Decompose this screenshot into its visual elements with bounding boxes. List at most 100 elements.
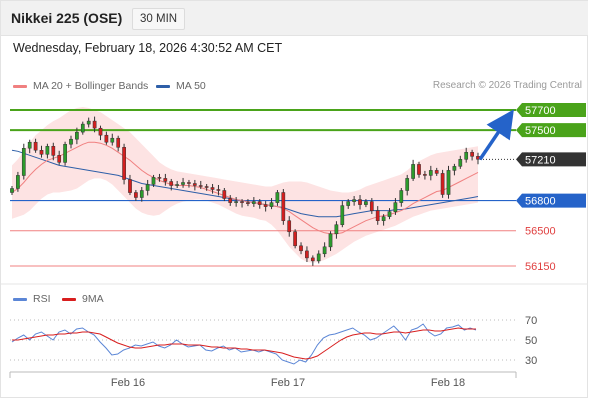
candle-body: [240, 201, 244, 203]
candle-body: [299, 245, 303, 252]
legend-9ma: 9MA: [62, 293, 104, 305]
candle-body: [10, 188, 14, 193]
period-selector[interactable]: 30 MIN: [132, 8, 186, 30]
rsi-tick-label: 70: [525, 315, 537, 327]
header-bar: Nikkei 225 (OSE) 30 MIN: [1, 1, 588, 36]
level-tag-57210: [516, 152, 586, 167]
candle-body: [340, 205, 345, 225]
candle-body: [198, 185, 203, 187]
candle-body: [39, 150, 44, 155]
candle-body: [128, 179, 132, 193]
candle-body: [92, 120, 97, 129]
candle-body: [464, 152, 469, 160]
candle-body: [116, 137, 121, 148]
candle-body: [393, 202, 398, 212]
candle-body: [145, 184, 150, 191]
level-tag-57700: [516, 103, 586, 118]
candle-body: [322, 246, 327, 255]
candle-body: [27, 141, 32, 149]
legend-swatch-rsi: [13, 297, 27, 301]
level-label-56800: 56800: [525, 196, 556, 208]
level-tag-57500: [516, 123, 586, 138]
candle-body: [175, 184, 179, 186]
candle-body: [222, 190, 227, 199]
candle-body: [281, 192, 286, 221]
legend-ma20-bollinger: MA 20 + Bollinger Bands: [13, 80, 148, 92]
rsi-tick-label: 30: [525, 355, 537, 367]
candle-body: [45, 146, 50, 155]
level-label-57700: 57700: [525, 105, 556, 117]
candle-body: [57, 155, 62, 163]
candle-body: [110, 137, 115, 143]
candle-body: [16, 175, 20, 189]
rsi-tick-label: 50: [525, 335, 537, 347]
candle-body: [51, 146, 56, 156]
candle-body: [275, 192, 280, 203]
candle-body: [216, 189, 221, 191]
candle-body: [151, 177, 156, 185]
candle-body: [358, 199, 362, 205]
research-credit: Research © 2026 Trading Central: [432, 80, 582, 91]
candle-body: [369, 201, 374, 211]
legend-ma50: MA 50: [156, 80, 206, 92]
level-label-56500: 56500: [525, 226, 556, 238]
legend-rsi: RSI: [13, 293, 51, 305]
candle-body: [257, 201, 262, 205]
candle-body: [423, 174, 427, 176]
candle-body: [352, 199, 356, 202]
rsi-9ma-line: [12, 327, 476, 360]
x-tick-label: Feb 16: [111, 377, 145, 389]
legend-swatch-9ma: [62, 297, 76, 301]
candle-body: [399, 190, 404, 203]
candle-body: [287, 220, 292, 233]
candle-body: [210, 187, 215, 190]
candle-body: [411, 164, 415, 179]
timestamp: Wednesday, February 18, 2026 4:30:52 AM …: [13, 41, 283, 55]
legend-swatch-ma20: [13, 84, 27, 88]
level-tag-56800: [516, 193, 586, 208]
instrument-title: Nikkei 225 (OSE): [11, 10, 123, 26]
candle-body: [446, 170, 451, 195]
candle-body: [269, 202, 274, 207]
candle-body: [263, 204, 268, 207]
candle-body: [75, 131, 79, 140]
rsi-line: [11, 323, 477, 365]
candle-body: [434, 170, 439, 174]
candle-body: [334, 224, 339, 235]
candle-body: [63, 144, 67, 163]
candle-body: [246, 202, 250, 204]
candle-body: [452, 166, 457, 171]
candle-body: [80, 123, 85, 133]
legend-swatch-ma50: [156, 84, 170, 88]
candle-body: [86, 120, 91, 125]
candle-body: [204, 186, 209, 188]
candle-body: [157, 177, 162, 179]
candle-body: [187, 182, 191, 184]
legend-label-rsi: RSI: [33, 293, 51, 305]
candle-body: [293, 231, 297, 247]
candle-body: [234, 201, 238, 203]
x-tick-label: Feb 18: [431, 377, 465, 389]
candle-body: [316, 253, 321, 262]
candle-body: [428, 170, 433, 176]
candle-body: [440, 173, 445, 195]
candle-body: [21, 148, 26, 176]
ma20-line: [11, 141, 479, 235]
candle-body: [228, 198, 233, 203]
legend-label-ma50: MA 50: [176, 80, 206, 92]
candle-body: [417, 164, 421, 175]
candle-body: [163, 178, 168, 182]
candle-body: [364, 201, 368, 205]
level-label-57210: 57210: [525, 154, 556, 166]
candle-body: [192, 183, 197, 186]
candle-body: [375, 210, 380, 221]
x-tick-label: Feb 17: [271, 377, 305, 389]
candle-body: [169, 181, 174, 186]
legend-label-ma20: MA 20 + Bollinger Bands: [33, 80, 149, 92]
level-label-56150: 56150: [525, 261, 556, 273]
candle-body: [470, 152, 474, 157]
candle-body: [69, 138, 73, 145]
candle-body: [405, 178, 410, 191]
